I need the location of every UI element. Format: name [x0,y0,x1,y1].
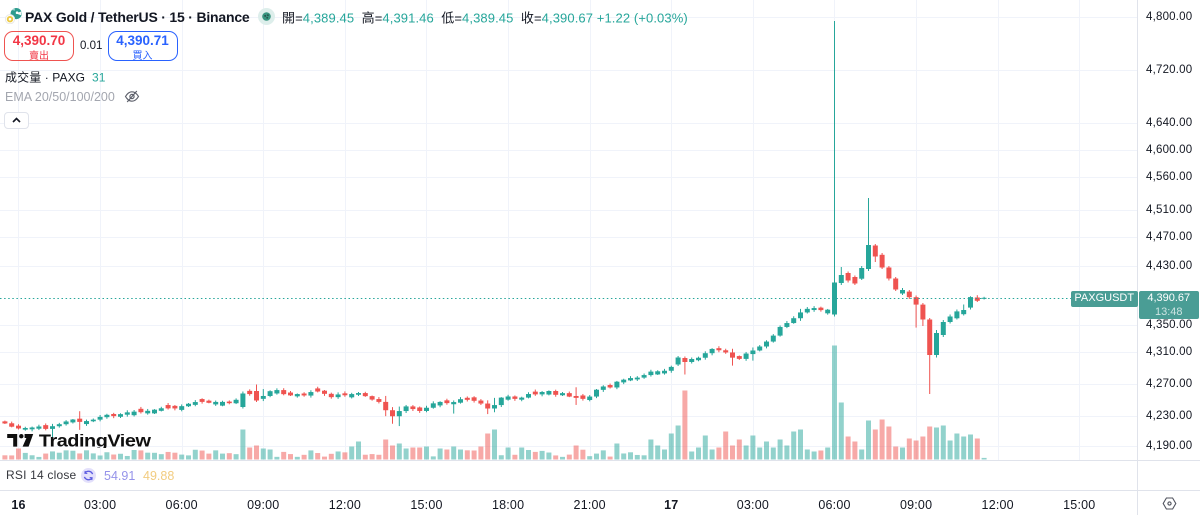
svg-text:TradingView: TradingView [39,434,152,448]
